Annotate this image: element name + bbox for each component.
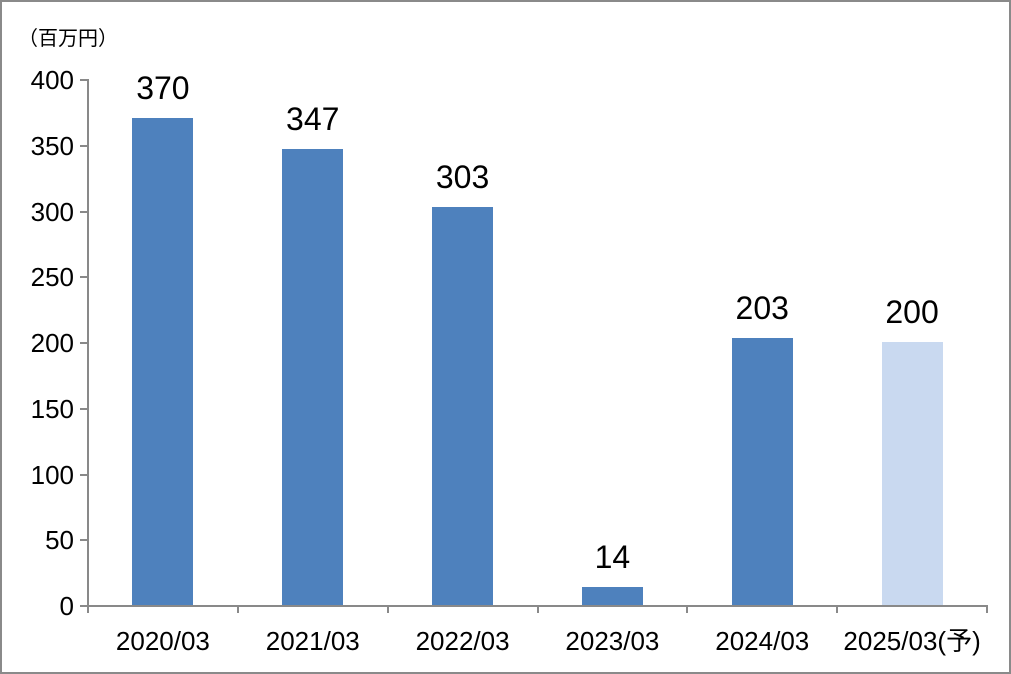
x-category-label: 2025/03(予) (843, 626, 981, 656)
bar (432, 206, 494, 605)
y-axis-tick-label: 350 (30, 130, 74, 161)
y-axis-tick-mark (80, 407, 88, 410)
y-axis-tick-mark (80, 539, 88, 542)
bar (282, 148, 344, 605)
x-axis-tick-mark (686, 605, 689, 613)
y-axis-tick-mark (80, 342, 88, 344)
x-category-label: 2022/03 (415, 626, 510, 656)
bar-data-label: 203 (735, 290, 789, 327)
bar-data-label: 370 (136, 70, 190, 107)
x-axis-tick-mark (87, 605, 89, 613)
x-category-label: 2020/03 (115, 626, 210, 656)
x-category-label: 2023/03 (565, 626, 660, 656)
bar (132, 118, 194, 605)
y-axis-tick-label: 250 (30, 262, 74, 293)
bar (581, 586, 643, 605)
y-axis-tick-mark (80, 473, 88, 476)
y-axis-tick-label: 50 (45, 525, 74, 556)
y-axis-tick-mark (80, 276, 88, 279)
bar-data-label: 200 (885, 294, 939, 330)
bar-data-label: 14 (594, 538, 631, 575)
bar (881, 342, 943, 605)
y-axis-line (87, 79, 89, 607)
bar-data-label: 347 (286, 100, 340, 137)
x-category-label: 2021/03 (265, 626, 360, 656)
x-axis-tick-mark (986, 605, 988, 613)
x-axis-tick-mark (236, 605, 239, 613)
y-axis-unit-label: （百万円） (18, 28, 118, 50)
y-axis-tick-label: 300 (30, 196, 74, 227)
y-axis-tick-label: 200 (30, 328, 74, 358)
y-axis-tick-mark (80, 605, 88, 607)
y-axis-tick-label: 100 (30, 459, 74, 490)
y-axis-tick-label: 0 (59, 591, 74, 621)
y-axis-tick-mark (80, 144, 88, 147)
y-axis-tick-label: 400 (30, 65, 74, 95)
x-category-label: 2024/03 (715, 626, 810, 656)
y-axis-tick-mark (80, 210, 88, 213)
bar (731, 338, 793, 605)
bar-data-label: 303 (435, 158, 490, 195)
x-axis-tick-mark (386, 605, 389, 613)
y-axis-tick-mark (80, 79, 88, 81)
x-axis-tick-mark (836, 605, 839, 613)
y-axis-tick-label: 150 (30, 393, 74, 424)
x-axis-tick-mark (536, 605, 539, 613)
